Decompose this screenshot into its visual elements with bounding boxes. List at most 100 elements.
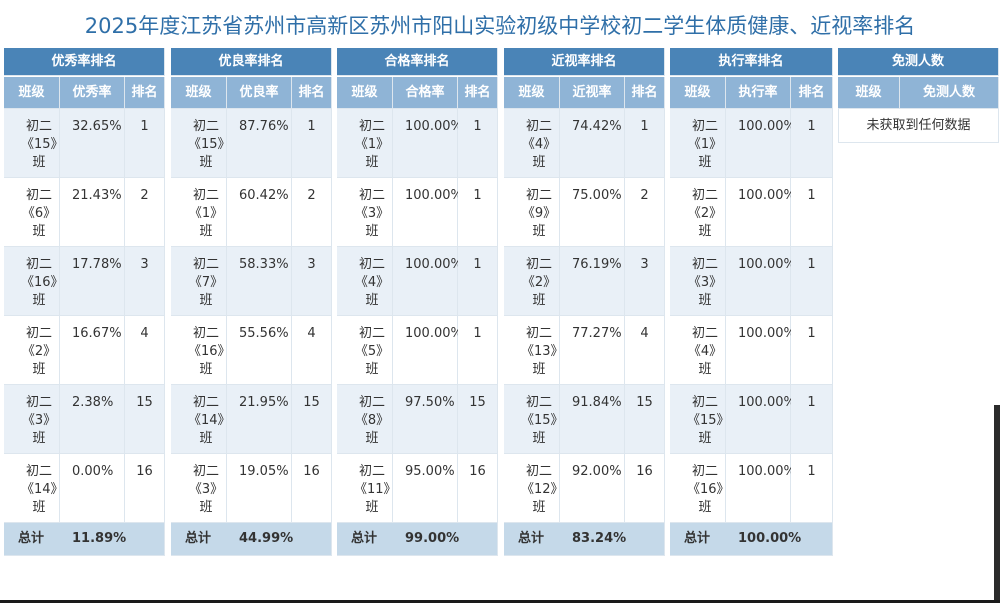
class-name-text: 初二《9》班 bbox=[521, 188, 557, 239]
column-header: 排名 bbox=[791, 77, 833, 109]
class-name-text: 初二《16》班 bbox=[20, 257, 58, 308]
class-name-text: 初二《3》班 bbox=[188, 464, 224, 515]
class-name: 初二《12》班 bbox=[504, 454, 560, 523]
class-name-text: 初二《3》班 bbox=[354, 188, 390, 239]
rate: 91.84% bbox=[560, 385, 625, 454]
column-header: 排名 bbox=[458, 77, 498, 109]
rate: 75.00% bbox=[560, 178, 625, 247]
class-name: 初二《8》班 bbox=[337, 385, 393, 454]
panel-title: 执行率排名 bbox=[670, 48, 833, 76]
rate: 74.42% bbox=[560, 109, 625, 178]
rank: 1 bbox=[292, 109, 332, 178]
rate: 58.33% bbox=[227, 247, 292, 316]
rate: 100.00% bbox=[393, 178, 463, 247]
rate: 87.76% bbox=[227, 109, 292, 178]
total-value: 100.00% bbox=[726, 523, 801, 556]
column-header: 排名 bbox=[292, 77, 332, 109]
rank: 1 bbox=[458, 109, 498, 178]
scrollbar[interactable] bbox=[994, 405, 1000, 603]
rate: 100.00% bbox=[726, 316, 796, 385]
column-header: 班级 bbox=[670, 77, 726, 109]
rate: 97.50% bbox=[393, 385, 458, 454]
rate: 0.00% bbox=[60, 454, 125, 523]
rank: 15 bbox=[125, 385, 165, 454]
class-name: 初二《7》班 bbox=[171, 247, 227, 316]
rank: 3 bbox=[292, 247, 332, 316]
rate: 100.00% bbox=[393, 109, 463, 178]
rate: 17.78% bbox=[60, 247, 125, 316]
rate: 100.00% bbox=[726, 109, 796, 178]
class-name: 初二《11》班 bbox=[337, 454, 393, 523]
rank: 1 bbox=[458, 247, 498, 316]
class-name: 初二《3》班 bbox=[337, 178, 393, 247]
rank: 1 bbox=[458, 316, 498, 385]
class-name-text: 初二《14》班 bbox=[187, 395, 225, 446]
rank: 1 bbox=[791, 109, 833, 178]
rate: 100.00% bbox=[726, 385, 796, 454]
rank: 4 bbox=[125, 316, 165, 385]
class-name: 初二《6》班 bbox=[4, 178, 60, 247]
rank: 1 bbox=[791, 316, 833, 385]
class-name: 初二《15》班 bbox=[670, 385, 726, 454]
class-name: 初二《15》班 bbox=[171, 109, 227, 178]
class-name: 初二《15》班 bbox=[504, 385, 560, 454]
class-name: 初二《2》班 bbox=[504, 247, 560, 316]
column-header: 排名 bbox=[625, 77, 665, 109]
rate: 60.42% bbox=[227, 178, 292, 247]
class-name-text: 初二《7》班 bbox=[188, 257, 224, 308]
class-name-text: 初二《4》班 bbox=[521, 119, 557, 170]
column-header: 优良率 bbox=[227, 77, 292, 109]
class-name-text: 初二《11》班 bbox=[353, 464, 391, 515]
rank: 1 bbox=[791, 385, 833, 454]
total-label: 总计 bbox=[337, 523, 393, 556]
class-name-text: 初二《16》班 bbox=[686, 464, 724, 515]
rate: 32.65% bbox=[60, 109, 125, 178]
column-header: 近视率 bbox=[560, 77, 625, 109]
class-name-text: 初二《13》班 bbox=[520, 326, 558, 377]
class-name: 初二《3》班 bbox=[171, 454, 227, 523]
rate: 77.27% bbox=[560, 316, 625, 385]
rank: 2 bbox=[625, 178, 665, 247]
column-header: 班级 bbox=[838, 77, 900, 109]
class-name-text: 初二《3》班 bbox=[687, 257, 723, 308]
class-name-text: 初二《1》班 bbox=[188, 188, 224, 239]
panel-title: 合格率排名 bbox=[337, 48, 498, 76]
total-value: 83.24% bbox=[560, 523, 626, 556]
rank: 3 bbox=[125, 247, 165, 316]
class-name-text: 初二《15》班 bbox=[20, 119, 58, 170]
class-name: 初二《9》班 bbox=[504, 178, 560, 247]
class-name: 初二《1》班 bbox=[670, 109, 726, 178]
rate: 16.67% bbox=[60, 316, 125, 385]
panel-title: 优秀率排名 bbox=[4, 48, 165, 76]
total-label: 总计 bbox=[4, 523, 60, 556]
class-name-text: 初二《8》班 bbox=[354, 395, 390, 446]
rate: 21.95% bbox=[227, 385, 292, 454]
rank: 1 bbox=[458, 178, 498, 247]
class-name: 初二《4》班 bbox=[670, 316, 726, 385]
class-name: 初二《4》班 bbox=[337, 247, 393, 316]
rank: 16 bbox=[625, 454, 665, 523]
rate: 19.05% bbox=[227, 454, 292, 523]
column-header: 合格率 bbox=[393, 77, 458, 109]
rank: 1 bbox=[125, 109, 165, 178]
column-header: 班级 bbox=[171, 77, 227, 109]
total-value: 44.99% bbox=[227, 523, 293, 556]
class-name-text: 初二《14》班 bbox=[20, 464, 58, 515]
rank: 16 bbox=[292, 454, 332, 523]
class-name-text: 初二《4》班 bbox=[687, 326, 723, 377]
class-name-text: 初二《6》班 bbox=[21, 188, 57, 239]
rank: 1 bbox=[791, 178, 833, 247]
column-header: 班级 bbox=[4, 77, 60, 109]
class-name-text: 初二《15》班 bbox=[686, 395, 724, 446]
rank: 3 bbox=[625, 247, 665, 316]
rank: 15 bbox=[458, 385, 498, 454]
class-name: 初二《16》班 bbox=[4, 247, 60, 316]
rank: 1 bbox=[791, 247, 833, 316]
panel-title: 免测人数 bbox=[838, 48, 999, 76]
class-name-text: 初二《15》班 bbox=[187, 119, 225, 170]
bottom-edge bbox=[0, 600, 1000, 603]
rate: 95.00% bbox=[393, 454, 458, 523]
class-name-text: 初二《1》班 bbox=[687, 119, 723, 170]
rank: 16 bbox=[125, 454, 165, 523]
rate: 100.00% bbox=[726, 247, 796, 316]
